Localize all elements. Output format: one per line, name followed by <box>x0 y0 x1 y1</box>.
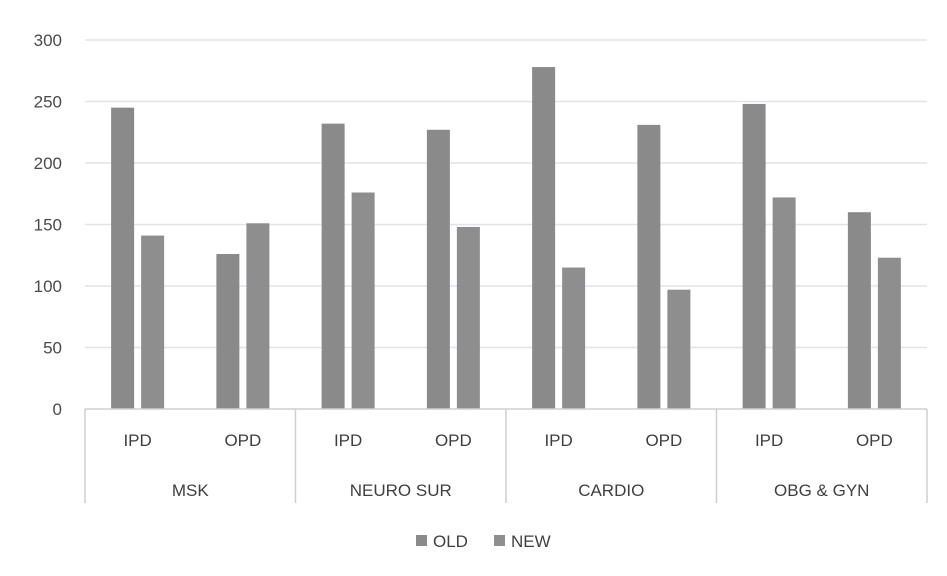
legend: OLD NEW <box>416 532 551 551</box>
bar-new <box>141 235 165 409</box>
x-group-label: CARDIO <box>578 481 644 500</box>
y-tick-label: 250 <box>34 93 62 112</box>
x-group-label: OBG & GYN <box>774 481 869 500</box>
x-tick-label: OPD <box>224 431 261 450</box>
x-tick-label: IPD <box>123 431 151 450</box>
legend-swatch-old <box>416 535 427 546</box>
bar-new <box>877 257 901 409</box>
x-axis: IPD OPD IPD OPD IPD OPD IPD OPD MSK NEURO SUR CARD… <box>84 408 928 503</box>
bar-old <box>426 129 450 410</box>
x-tick-label: IPD <box>544 431 572 450</box>
bar-new <box>772 197 796 409</box>
x-tick-label: OPD <box>856 431 893 450</box>
legend-label-new: NEW <box>511 532 551 551</box>
x-tick-label: IPD <box>334 431 362 450</box>
bar-old <box>637 124 661 410</box>
x-tick-label: OPD <box>435 431 472 450</box>
y-tick-label: 50 <box>43 339 62 358</box>
y-tick-label: 150 <box>34 216 62 235</box>
bar-old <box>321 123 345 409</box>
y-tick-label: 300 <box>34 31 62 50</box>
bar-old <box>847 212 871 409</box>
gridlines <box>85 39 927 349</box>
x-tick-label: IPD <box>755 431 783 450</box>
bar-new <box>246 223 270 409</box>
bar-old <box>216 254 240 409</box>
y-axis-ticks: 0 50 100 150 200 250 300 <box>34 31 62 419</box>
bar-old <box>532 67 556 409</box>
bar-old <box>111 107 135 410</box>
bar-new <box>351 192 375 409</box>
bar-new <box>667 289 691 409</box>
legend-label-old: OLD <box>433 532 468 551</box>
y-tick-label: 0 <box>53 400 62 419</box>
y-tick-label: 100 <box>34 277 62 296</box>
x-group-label: MSK <box>172 481 210 500</box>
bar-new <box>562 267 586 409</box>
x-group-label: NEURO SUR <box>350 481 452 500</box>
bar-old <box>742 103 766 410</box>
bars <box>111 67 901 410</box>
bar-new <box>456 226 480 409</box>
x-tick-label: OPD <box>645 431 682 450</box>
legend-swatch-new <box>494 535 505 546</box>
y-tick-label: 200 <box>34 154 62 173</box>
